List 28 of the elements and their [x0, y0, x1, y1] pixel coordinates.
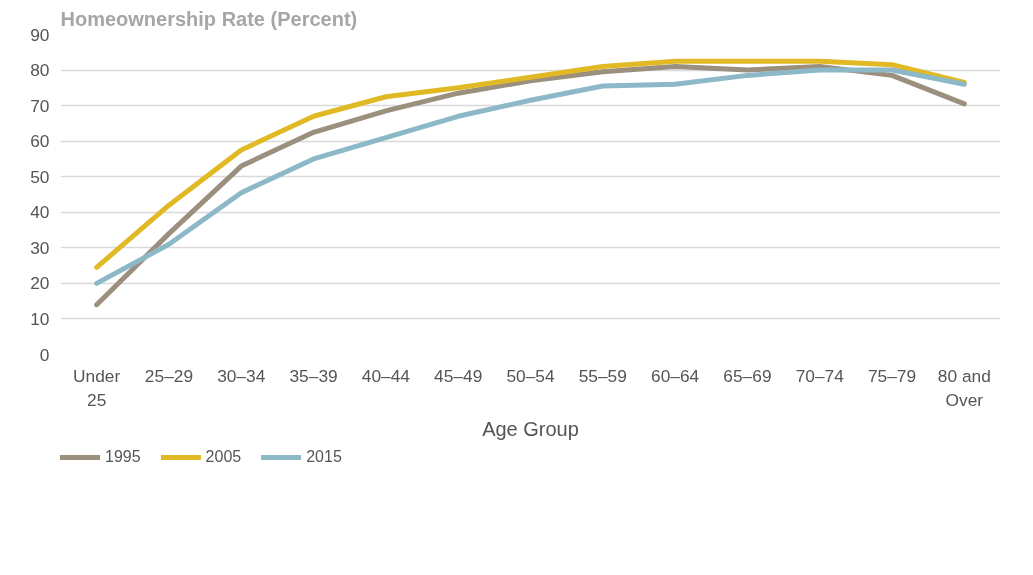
chart-title: Homeownership Rate (Percent)	[60, 7, 358, 30]
x-tick-label: 45–49	[434, 365, 483, 386]
y-tick-label: 60	[30, 131, 50, 152]
x-tick-label: 70–74	[795, 365, 845, 386]
y-tick-label: 50	[30, 166, 50, 187]
y-tick-label: 40	[30, 202, 50, 223]
x-tick-label: Under 25	[73, 365, 121, 410]
y-tick-label: 70	[30, 95, 50, 116]
legend-label: 2015	[306, 448, 342, 466]
x-tick-label: 60–64	[651, 365, 700, 386]
y-tick-label: 10	[30, 308, 50, 329]
x-tick-label: 80 and Over	[937, 365, 991, 410]
x-tick-label: 65–69	[723, 365, 772, 386]
x-tick-label: 40–44	[361, 365, 411, 386]
y-tick-label: 30	[30, 237, 50, 258]
x-axis-title: Age Group	[482, 417, 579, 440]
y-tick-label: 0	[39, 344, 50, 365]
x-tick-label: 25–29	[144, 365, 194, 386]
y-tick-label: 20	[30, 273, 50, 294]
x-tick-label: 75–79	[867, 365, 917, 386]
y-tick-label: 90	[30, 24, 50, 45]
x-tick-label: 55–59	[578, 365, 627, 386]
legend-label: 1995	[105, 448, 141, 466]
x-tick-label: 30–34	[217, 365, 266, 386]
legend-label: 2005	[205, 448, 242, 466]
x-tick-label: 35–39	[289, 365, 338, 386]
x-tick-label: 50–54	[506, 365, 555, 386]
y-tick-label: 80	[30, 60, 50, 81]
